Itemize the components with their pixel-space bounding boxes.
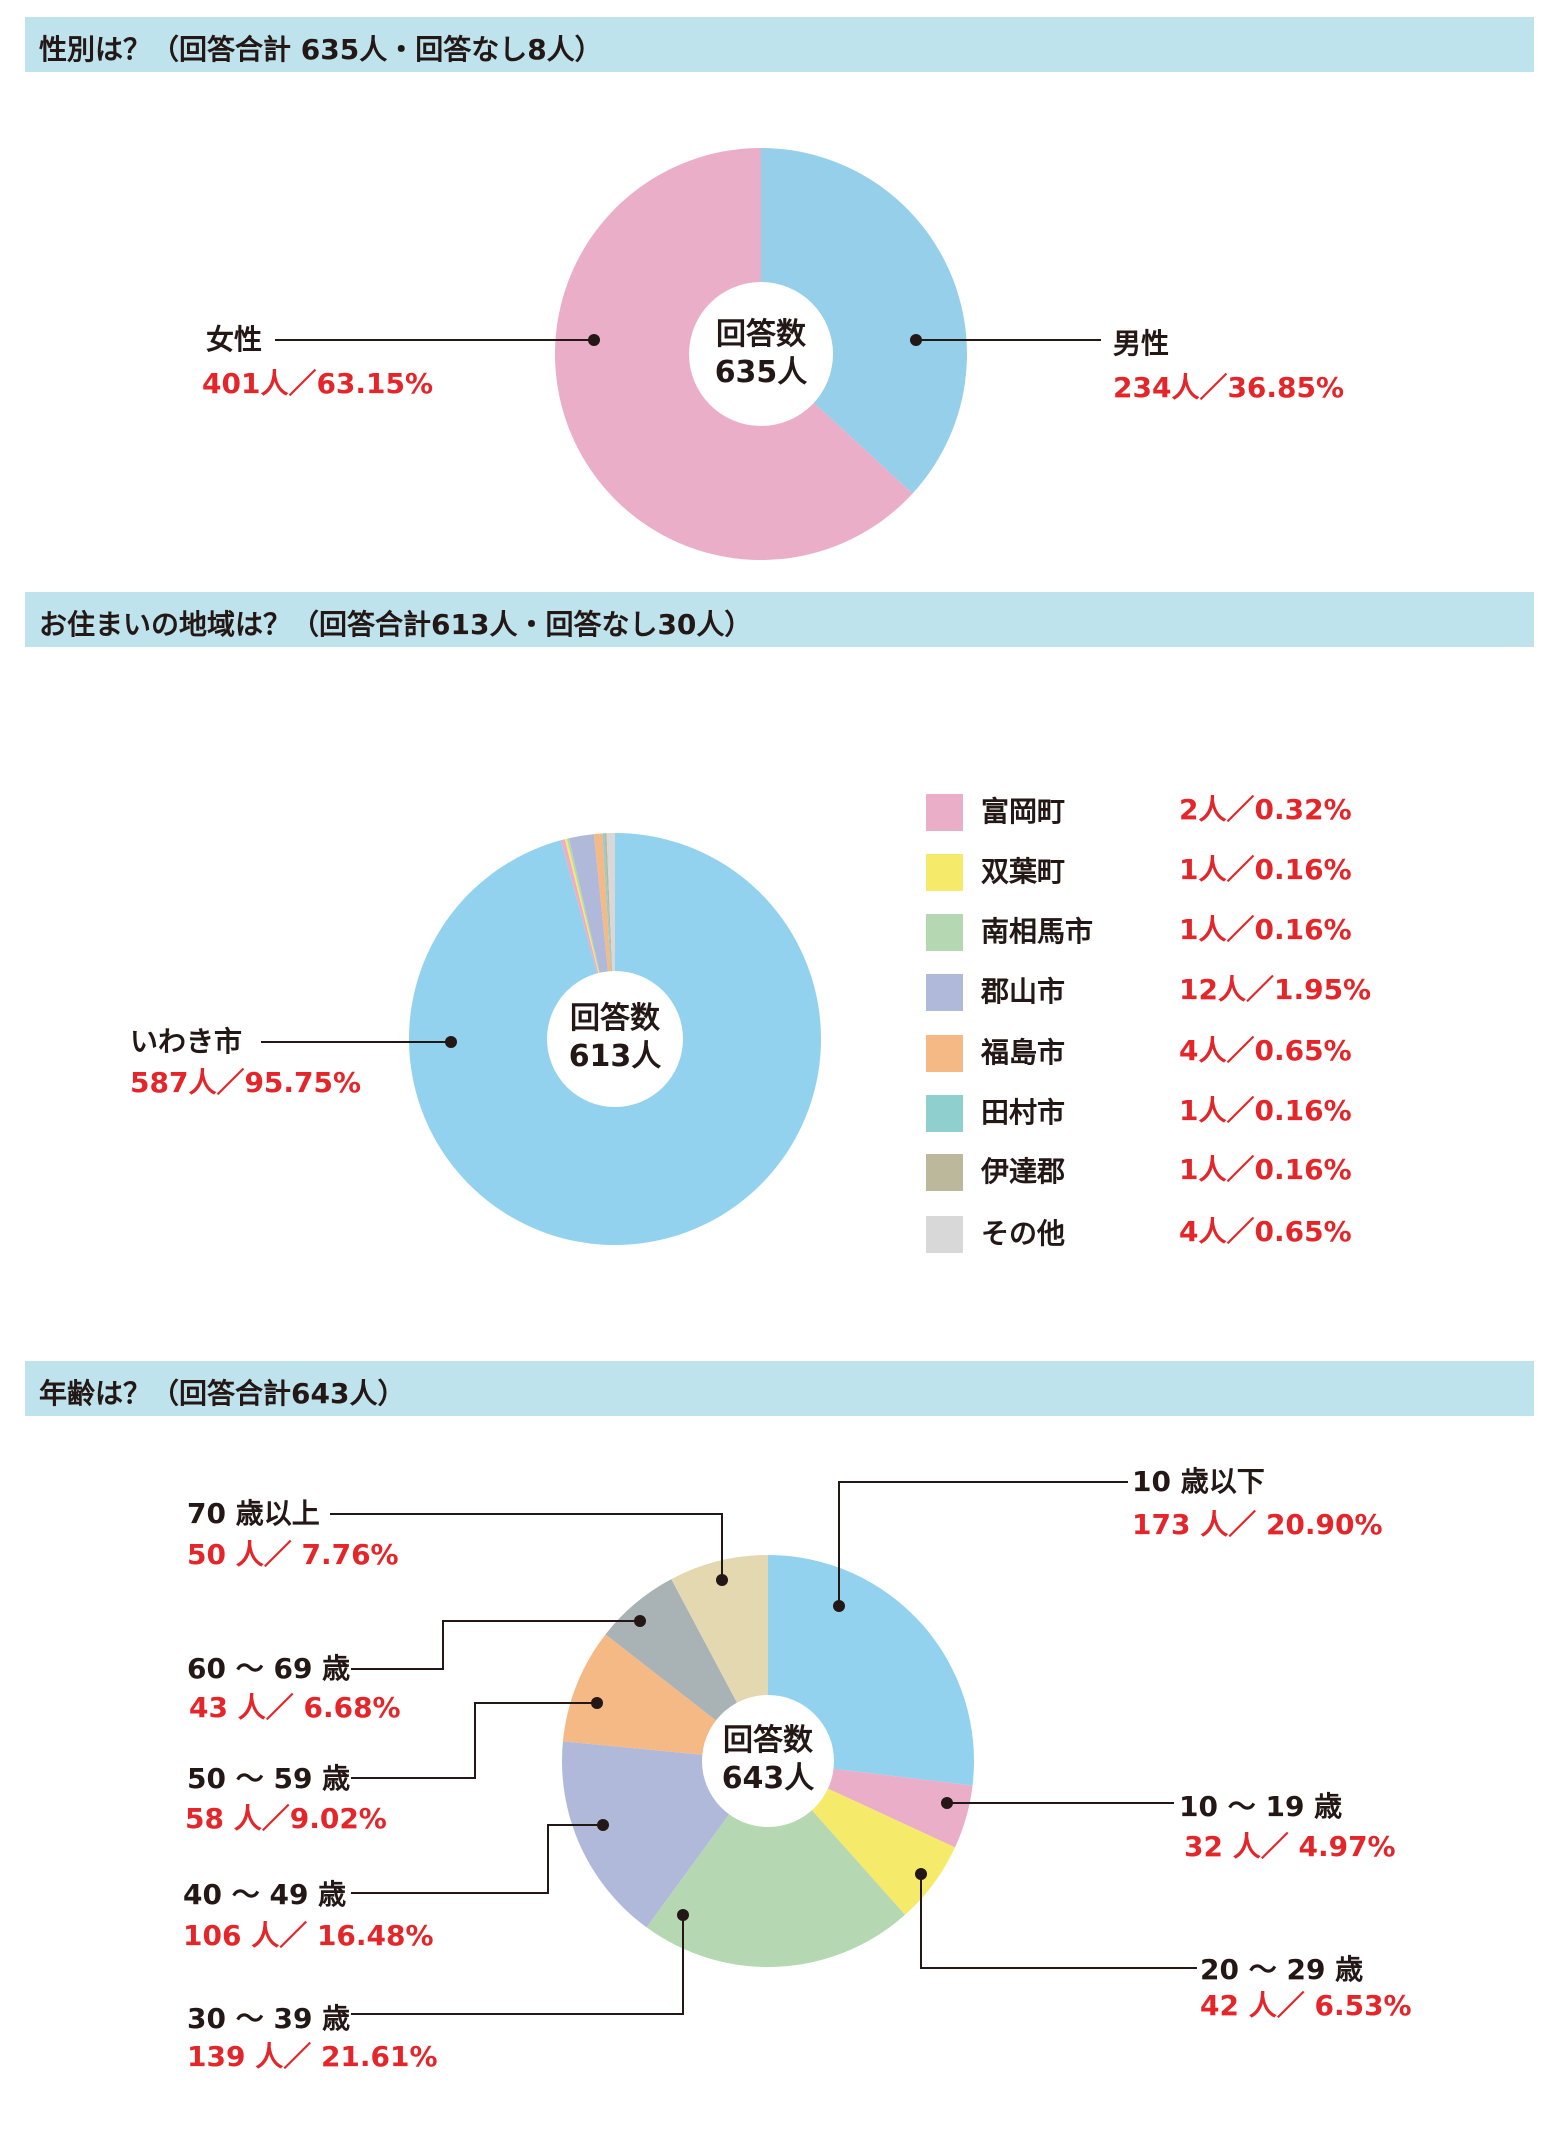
center-label: 回答数 — [570, 1001, 660, 1036]
pie-center-region: 回答数 613人 — [535, 1000, 695, 1076]
legend-swatch — [926, 794, 963, 831]
section-title: 性別は？（回答合計 635人・回答なし8人） — [39, 33, 603, 66]
legend-swatch — [926, 1095, 963, 1132]
value-age-60s: 43 人／ 6.68% — [189, 1691, 401, 1724]
legend-swatch — [926, 854, 963, 891]
age-70plus-leader-dot — [716, 1574, 728, 1586]
legend-label: 双葉町 — [981, 855, 1066, 888]
legend-label: その他 — [981, 1217, 1066, 1250]
legend-value: 1人／0.16% — [1179, 853, 1352, 886]
pie-center-age: 回答数 643人 — [688, 1722, 848, 1798]
iwaki-leader-dot — [445, 1036, 457, 1048]
label-age-40s: 40 ～ 49 歳 — [183, 1878, 347, 1911]
age-slice-3 — [646, 1761, 906, 1967]
age-under10-leader-line — [838, 1481, 1128, 1606]
age-30s-leader-dot — [677, 1909, 689, 1921]
value-age-40s: 106 人／ 16.48% — [183, 1919, 434, 1952]
age-40s-leader-dot — [597, 1819, 609, 1831]
value-age-under10: 173 人／ 20.90% — [1132, 1508, 1383, 1541]
legend-value: 2人／0.32% — [1179, 793, 1352, 826]
age-hole — [702, 1695, 834, 1827]
value-female: 401人／63.15% — [202, 367, 434, 400]
section-header-region: お住まいの地域は？（回答合計613人・回答なし30人） — [25, 592, 1534, 647]
center-label: 回答数 — [716, 317, 806, 352]
legend-value: 1人／0.16% — [1179, 1094, 1352, 1127]
legend-label: 伊達郡 — [981, 1155, 1066, 1188]
legend-label: 郡山市 — [981, 975, 1066, 1008]
section-title: お住まいの地域は？（回答合計613人・回答なし30人） — [39, 608, 753, 641]
section-header-gender: 性別は？（回答合計 635人・回答なし8人） — [25, 17, 1534, 72]
section-header-age: 年齢は？（回答合計643人） — [25, 1361, 1534, 1416]
label-age-70plus: 70 歳以上 — [187, 1497, 320, 1530]
age-under10-leader-dot — [833, 1600, 845, 1612]
age-60s-leader-line — [351, 1620, 640, 1670]
label-age-50s: 50 ～ 59 歳 — [187, 1762, 351, 1795]
age-50s-leader-line — [351, 1702, 597, 1779]
age-20s-leader-line — [920, 1874, 1197, 1969]
label-age-under10: 10 歳以下 — [1132, 1465, 1265, 1498]
value-age-10s: 32 人／ 4.97% — [1184, 1830, 1396, 1863]
age-10s-leader-dot — [941, 1797, 953, 1809]
label-age-60s: 60 ～ 69 歳 — [187, 1652, 351, 1685]
center-value: 613人 — [568, 1039, 662, 1074]
gender-slice-0 — [761, 148, 968, 494]
legend-swatch — [926, 1216, 963, 1253]
legend-swatch — [926, 1154, 963, 1191]
center-label: 回答数 — [723, 1723, 813, 1758]
legend-label: 福島市 — [981, 1036, 1066, 1069]
center-value: 635人 — [714, 355, 808, 390]
female-leader-dot — [588, 334, 600, 346]
age-60s-leader-dot — [634, 1615, 646, 1627]
legend-value: 4人／0.65% — [1179, 1034, 1352, 1067]
label-female: 女性 — [206, 323, 263, 356]
value-age-70plus: 50 人／ 7.76% — [187, 1538, 399, 1571]
value-age-20s: 42 人／ 6.53% — [1200, 1989, 1412, 2022]
legend-label: 富岡町 — [981, 795, 1066, 828]
legend-swatch — [926, 974, 963, 1011]
age-50s-leader-dot — [591, 1697, 603, 1709]
pie-center-gender: 回答数 635人 — [681, 316, 841, 392]
age-20s-leader-dot — [915, 1868, 927, 1880]
center-value: 643人 — [721, 1761, 815, 1796]
legend-label: 南相馬市 — [981, 915, 1094, 948]
value-age-50s: 58 人／9.02% — [185, 1802, 387, 1835]
legend-swatch — [926, 914, 963, 951]
legend-value: 1人／0.16% — [1179, 913, 1352, 946]
value-age-30s: 139 人／ 21.61% — [187, 2040, 438, 2073]
label-age-20s: 20 ～ 29 歳 — [1200, 1953, 1364, 1986]
label-age-30s: 30 ～ 39 歳 — [187, 2002, 351, 2035]
age-30s-leader-line — [351, 1915, 684, 2015]
value-iwaki: 587人／95.75% — [130, 1066, 362, 1099]
legend-value: 1人／0.16% — [1179, 1153, 1352, 1186]
legend-swatch — [926, 1035, 963, 1072]
value-male: 234人／36.85% — [1113, 371, 1345, 404]
legend-label: 田村市 — [981, 1096, 1066, 1129]
male-leader-dot — [910, 334, 922, 346]
section-title: 年齢は？（回答合計643人） — [39, 1377, 406, 1410]
label-age-10s: 10 ～ 19 歳 — [1179, 1790, 1343, 1823]
age-40s-leader-line — [351, 1824, 603, 1894]
gender-hole — [689, 282, 833, 426]
label-male: 男性 — [1113, 327, 1170, 360]
label-iwaki: いわき市 — [130, 1025, 243, 1058]
region-hole — [547, 971, 683, 1107]
legend-value: 12人／1.95% — [1179, 973, 1372, 1006]
legend-value: 4人／0.65% — [1179, 1215, 1352, 1248]
age-70plus-leader-line — [330, 1513, 723, 1580]
